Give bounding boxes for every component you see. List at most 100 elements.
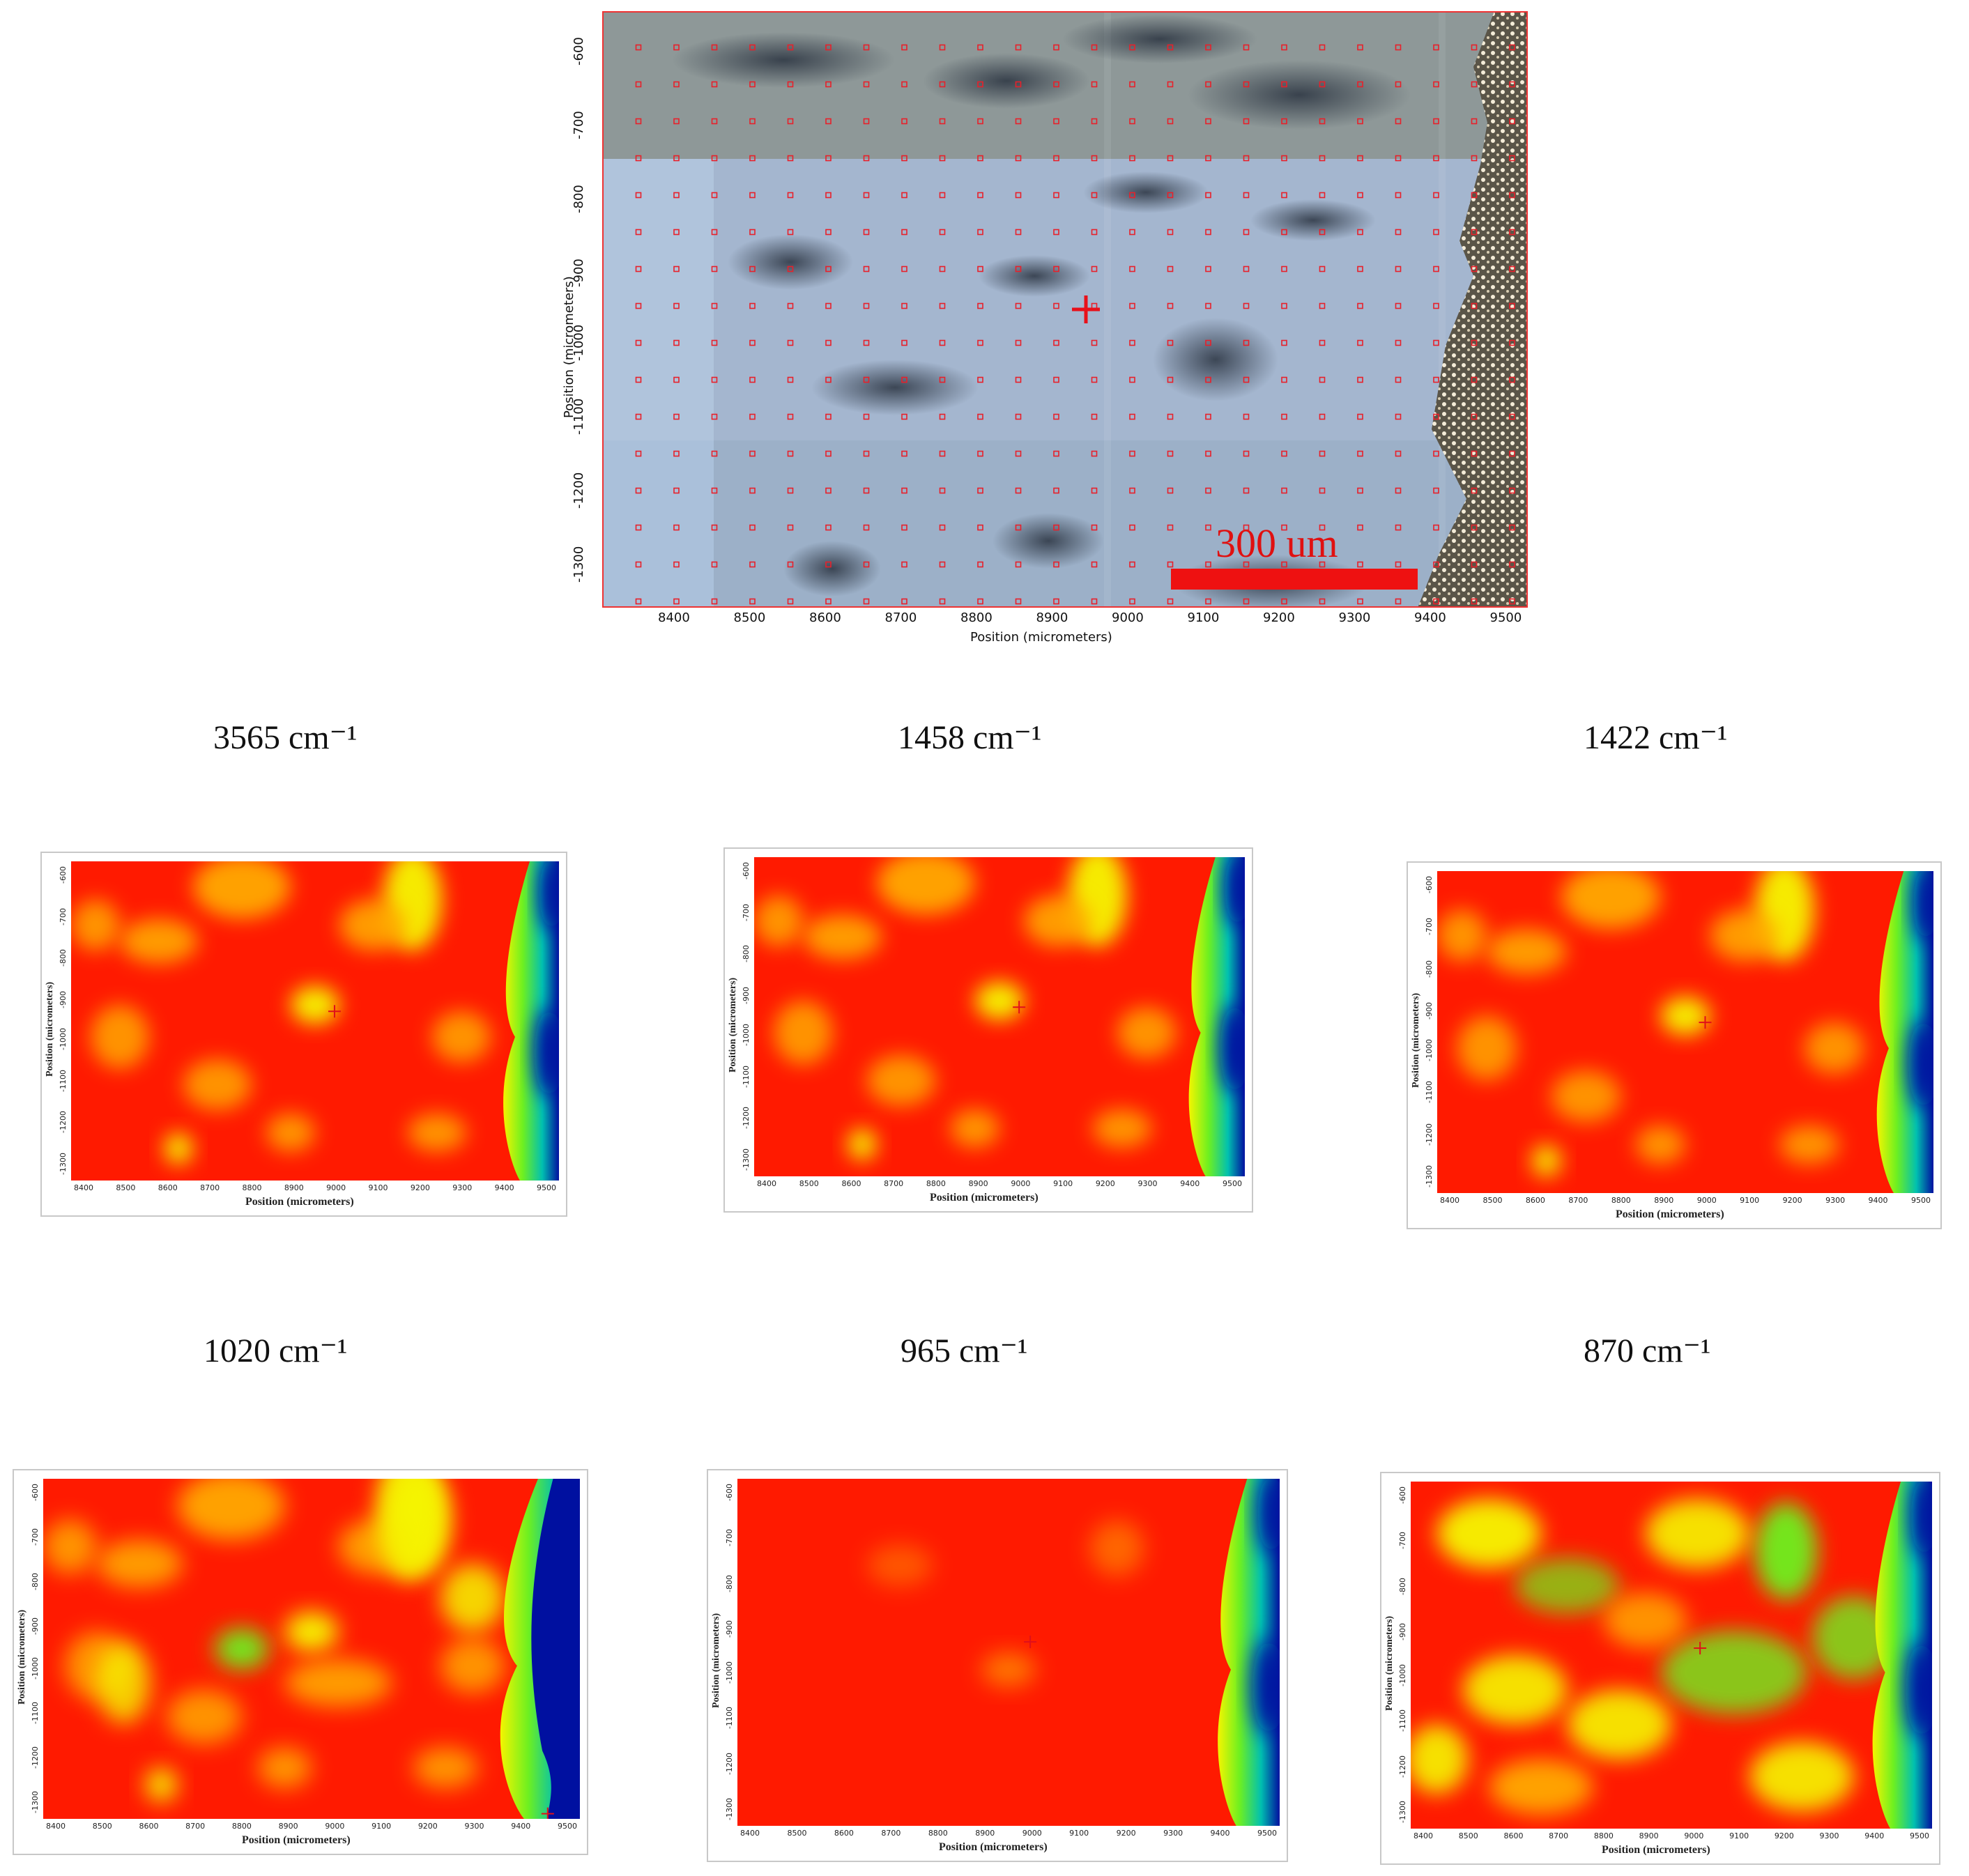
x-tick-label: 8600 — [139, 1822, 159, 1831]
y-tick-label: -1100 — [725, 1707, 734, 1730]
x-tick-label: 9300 — [1825, 1196, 1846, 1205]
x-tick-label: 8900 — [1036, 610, 1068, 625]
x-tick-label: 9100 — [1740, 1196, 1760, 1205]
x-tick-label: 9300 — [452, 1183, 473, 1192]
y-tick-label: -600 — [1398, 1486, 1407, 1504]
y-tick-label: -700 — [742, 903, 751, 921]
x-tick-label: 9500 — [537, 1183, 556, 1192]
y-axis-title: Position (micrometers) — [711, 1613, 721, 1708]
x-tick-label: 9100 — [368, 1183, 388, 1192]
heatmap-image — [737, 1479, 1280, 1826]
y-tick-label: -700 — [572, 111, 586, 139]
x-tick-label: 9200 — [1263, 610, 1295, 625]
x-tick-label: 8700 — [1568, 1196, 1588, 1205]
y-axis-title: Position (micrometers) — [1411, 992, 1421, 1088]
x-tick-label: 8700 — [1549, 1831, 1569, 1840]
heatmap-panel-2: -600 -700 -800 -900 -1000 -1100 -1200 -1300 8400… — [723, 847, 1253, 1213]
position-crosshair — [1694, 1642, 1707, 1655]
position-crosshair — [1699, 1016, 1712, 1029]
y-tick-label: -1300 — [572, 546, 586, 583]
photo-x-axis: 8400 8500 8600 8700 8800 8900 9000 9100 9200 9300… — [602, 608, 1528, 629]
x-tick-label: 9500 — [1223, 1179, 1242, 1188]
x-tick-label: 9300 — [464, 1822, 484, 1831]
x-tick-label: 8700 — [884, 610, 917, 625]
x-tick-label: 9200 — [1774, 1831, 1794, 1840]
y-axis-title: Position (micrometers) — [1384, 1615, 1395, 1711]
x-tick-label: 9500 — [1911, 1196, 1931, 1205]
x-axis-title: Position (micrometers) — [245, 1196, 354, 1208]
x-tick-label: 9200 — [1095, 1179, 1115, 1188]
y-tick-label: -1100 — [31, 1702, 40, 1724]
x-axis-title: Position (micrometers) — [242, 1834, 351, 1846]
y-tick-label: -700 — [59, 907, 68, 925]
heatmap-panel-5: -600 -700 -800 -900 -1000 -1100 -1200 -1300 8400… — [707, 1469, 1288, 1862]
y-axis-title: Position (micrometers) — [17, 1609, 27, 1705]
x-tick-label: 8500 — [92, 1822, 112, 1831]
y-tick-label: -800 — [59, 949, 68, 967]
x-tick-label: 8400 — [740, 1829, 760, 1838]
x-tick-label: 9100 — [1053, 1179, 1073, 1188]
scale-bar — [1171, 569, 1418, 590]
x-tick-label: 8500 — [1458, 1831, 1478, 1840]
x-tick-label: 9100 — [1187, 610, 1220, 625]
y-tick-label: -1200 — [572, 472, 586, 509]
y-tick-label: -1300 — [1425, 1165, 1434, 1187]
y-tick-label: -1000 — [31, 1657, 40, 1679]
x-tick-label: 8800 — [960, 610, 993, 625]
x-tick-label: 9100 — [1069, 1829, 1089, 1838]
heatmap-panel-4: -600 -700 -800 -900 -1000 -1100 -1200 -1300 8400… — [13, 1469, 588, 1855]
x-tick-label: 8900 — [284, 1183, 304, 1192]
position-crosshair — [1072, 295, 1100, 323]
heatmap-image — [43, 1479, 580, 1819]
y-tick-label: -900 — [1425, 1001, 1434, 1020]
y-tick-label: -600 — [31, 1484, 40, 1501]
x-tick-label: 8500 — [799, 1179, 819, 1188]
x-tick-label: 9000 — [1696, 1196, 1717, 1205]
y-tick-label: -1300 — [725, 1798, 734, 1820]
x-tick-label: 8400 — [1440, 1196, 1459, 1205]
x-tick-label: 9300 — [1163, 1829, 1183, 1838]
x-tick-label: 8900 — [968, 1179, 988, 1188]
y-tick-label: -800 — [572, 185, 586, 213]
panel-title-5: 965 cm⁻¹ — [901, 1332, 1028, 1369]
x-tick-label: 8900 — [1639, 1831, 1659, 1840]
x-tick-label: 9000 — [326, 1183, 346, 1192]
x-tick-label: 8800 — [1611, 1196, 1631, 1205]
heatmap-image — [1411, 1482, 1932, 1829]
y-tick-label: -1300 — [31, 1791, 40, 1813]
x-tick-label: 9100 — [371, 1822, 392, 1831]
y-tick-label: -800 — [725, 1574, 734, 1592]
measurement-grid — [635, 44, 1515, 605]
x-tick-label: 8700 — [185, 1822, 206, 1831]
x-tick-label: 9200 — [1782, 1196, 1802, 1205]
y-tick-label: -1300 — [59, 1153, 68, 1175]
x-tick-label: 8700 — [881, 1829, 901, 1838]
x-tick-label: 9000 — [1011, 1179, 1031, 1188]
x-axis-title: Position (micrometers) — [1602, 1844, 1710, 1856]
photo-x-axis-title: Position (micrometers) — [970, 630, 1112, 645]
x-tick-label: 9500 — [558, 1822, 577, 1831]
y-tick-label: -1200 — [725, 1752, 734, 1775]
x-axis-title: Position (micrometers) — [1616, 1208, 1724, 1220]
x-tick-label: 8500 — [116, 1183, 136, 1192]
panel-title-1: 3565 cm⁻¹ — [213, 719, 358, 756]
x-tick-label: 9300 — [1137, 1179, 1158, 1188]
x-tick-label: 9400 — [1210, 1829, 1230, 1838]
y-tick-label: -1100 — [742, 1065, 751, 1088]
x-tick-label: 9400 — [511, 1822, 531, 1831]
y-tick-label: -900 — [1398, 1623, 1407, 1641]
x-tick-label: 8900 — [1654, 1196, 1674, 1205]
x-tick-label: 9200 — [1116, 1829, 1136, 1838]
position-crosshair — [1013, 1001, 1026, 1014]
x-tick-label: 8700 — [884, 1179, 904, 1188]
y-tick-label: -900 — [31, 1617, 40, 1635]
x-tick-label: 9000 — [1112, 610, 1144, 625]
x-tick-label: 9400 — [1864, 1831, 1885, 1840]
x-tick-label: 8900 — [278, 1822, 298, 1831]
x-tick-label: 8900 — [975, 1829, 995, 1838]
scale-bar-label: 300 um — [1216, 521, 1338, 566]
x-tick-label: 9300 — [1338, 610, 1371, 625]
y-tick-label: -1200 — [31, 1746, 40, 1769]
y-tick-label: -800 — [1425, 960, 1434, 978]
position-crosshair — [541, 1807, 554, 1819]
